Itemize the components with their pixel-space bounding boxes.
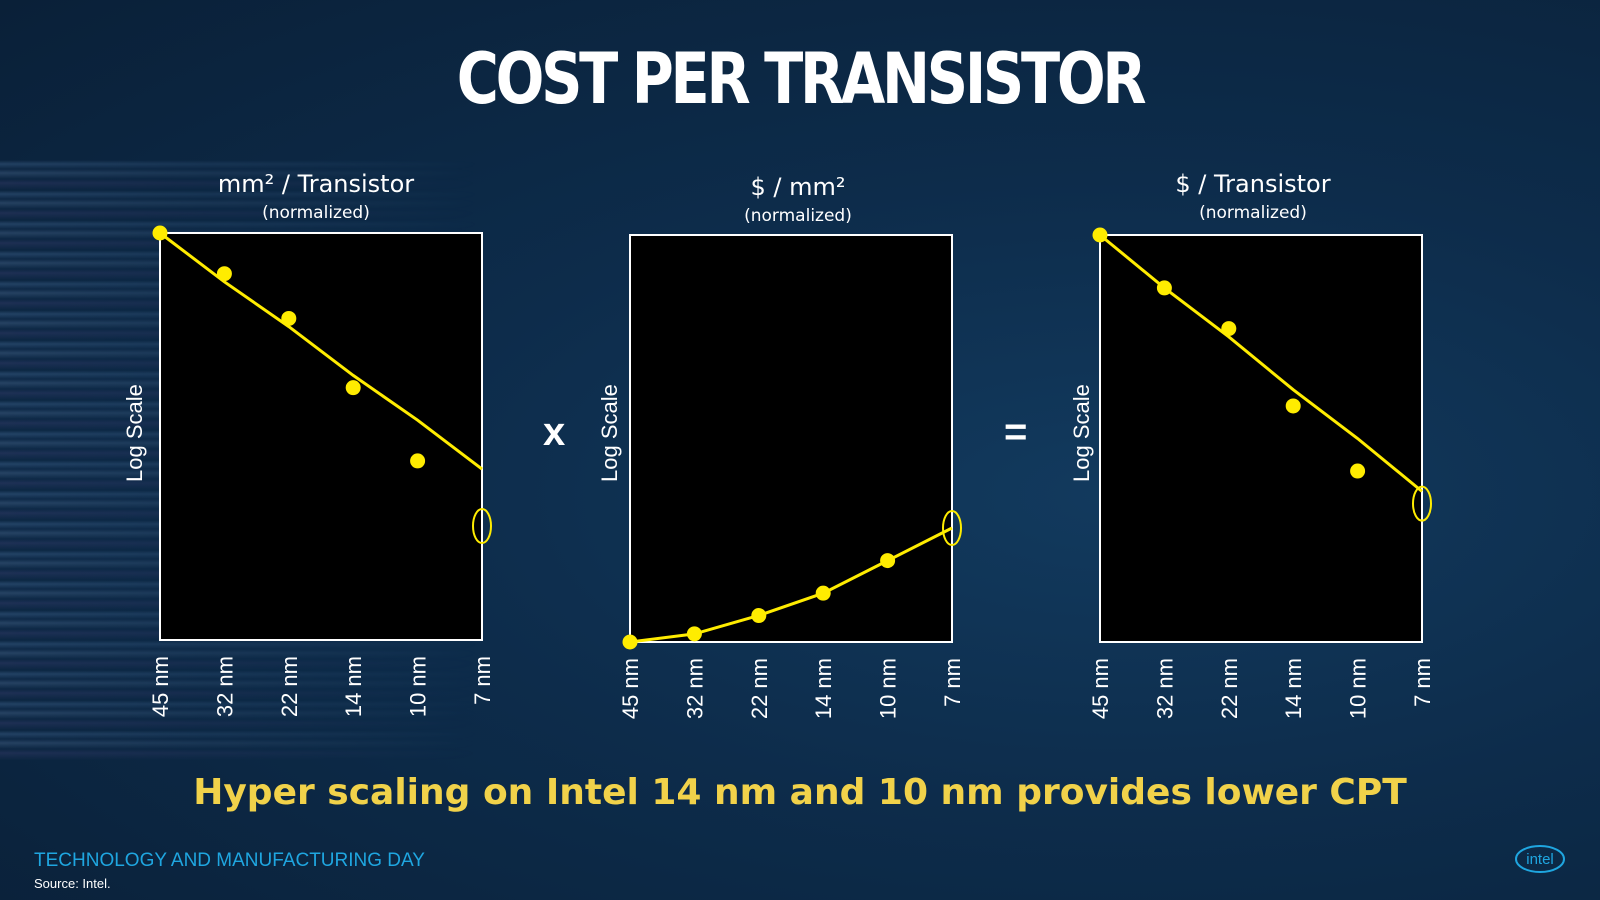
footer-source: Source: Intel.: [34, 876, 111, 891]
chart-2-tick-label: 7 nm: [940, 658, 965, 707]
chart-3-highlight-ellipse: [1412, 485, 1432, 522]
chart-3-title: $ / Transistor: [1175, 170, 1331, 198]
chart-3-subtitle: (normalized): [1199, 203, 1307, 223]
chart-1-tick-label: 32 nm: [212, 656, 237, 717]
chart-3-tick-label: 32 nm: [1152, 658, 1177, 719]
intel-logo-text: intel: [1526, 851, 1554, 868]
chart-3-point-10nm: [1350, 463, 1366, 479]
chart-3-point-14nm: [1285, 398, 1301, 414]
chart-2-subtitle: (normalized): [744, 206, 852, 226]
tagline: Hyper scaling on Intel 14 nm and 10 nm p…: [193, 772, 1407, 813]
chart-2-tick-label: 32 nm: [682, 658, 707, 719]
chart-2-point-32nm: [686, 626, 702, 642]
chart-3-point-22nm: [1221, 321, 1237, 337]
chart-1-tick-label: 7 nm: [470, 656, 495, 705]
chart-1-tick-label: 10 nm: [406, 656, 431, 717]
chart-1-point-32nm: [216, 266, 232, 282]
footer-event-name: TECHNOLOGY AND MANUFACTURING DAY: [34, 850, 425, 871]
chart-1-tick-label: 14 nm: [341, 656, 366, 717]
chart-3-tick-label: 22 nm: [1217, 658, 1242, 719]
chart-2-tick-label: 22 nm: [747, 658, 772, 719]
chart-1-trend-line: [159, 231, 483, 471]
chart-3-point-45nm: [1092, 227, 1108, 243]
page-title: COST PER TRANSISTOR: [456, 38, 1147, 120]
chart-2-point-10nm: [880, 553, 896, 569]
chart-2-title: $ / mm²: [750, 173, 846, 201]
chart-1-tick-label: 45 nm: [148, 656, 173, 717]
chart-1-plot-area: [159, 232, 483, 641]
chart-3-plot-area: [1099, 234, 1423, 643]
chart-1-point-10nm: [410, 453, 426, 469]
chart-3-tick-label: 45 nm: [1088, 658, 1113, 719]
chart-2-tick-label: 45 nm: [618, 658, 643, 719]
chart-1-subtitle: (normalized): [262, 203, 370, 223]
chart-2-tick-label: 10 nm: [876, 658, 901, 719]
chart-2-highlight-ellipse: [942, 510, 962, 547]
chart-1-highlight-ellipse: [472, 508, 492, 545]
chart-2-point-45nm: [622, 634, 638, 650]
chart-1-tick-label: 22 nm: [277, 656, 302, 717]
multiply-operator: x: [543, 410, 566, 454]
chart-1-point-22nm: [281, 310, 297, 326]
chart-3-tick-label: 7 nm: [1410, 658, 1435, 707]
chart-2-point-22nm: [751, 608, 767, 624]
chart-3-tick-label: 10 nm: [1346, 658, 1371, 719]
chart-2-point-14nm: [815, 585, 831, 601]
chart-3-trend-line: [1099, 233, 1423, 493]
intel-logo: intel: [1515, 845, 1565, 873]
chart-2-trend-line: [629, 526, 953, 644]
chart-1-point-45nm: [152, 225, 168, 241]
chart-1-point-14nm: [345, 380, 361, 396]
chart-2-plot-area: [629, 234, 953, 643]
chart-1-title: mm² / Transistor: [217, 170, 415, 198]
chart-3-point-32nm: [1156, 280, 1172, 296]
chart-3-tick-label: 14 nm: [1281, 658, 1306, 719]
chart-2-tick-label: 14 nm: [811, 658, 836, 719]
equals-operator: =: [1004, 410, 1028, 454]
